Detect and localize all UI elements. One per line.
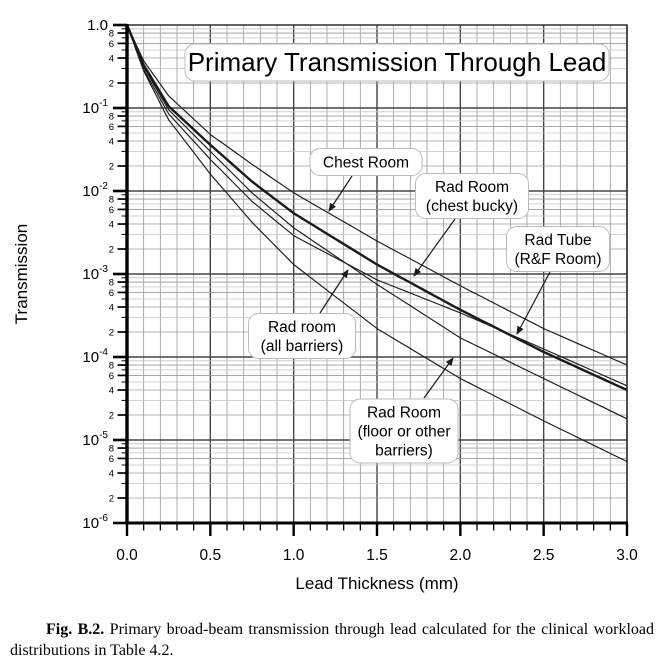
y-minor-label: 6 bbox=[109, 205, 114, 216]
x-tick-label: 1.5 bbox=[366, 547, 388, 564]
y-minor-label: 6 bbox=[109, 122, 114, 133]
callout-text: (R&F Room) bbox=[515, 251, 602, 268]
callout-text: Rad room bbox=[268, 319, 336, 336]
x-tick-label: 2.0 bbox=[450, 547, 472, 564]
callout-box bbox=[506, 226, 610, 272]
y-tick-label: 10-1 bbox=[82, 98, 108, 117]
y-minor-label: 4 bbox=[109, 386, 114, 397]
x-tick-label: 0.0 bbox=[116, 547, 138, 564]
axis-ticks bbox=[113, 23, 629, 536]
callout-text: barriers) bbox=[375, 443, 433, 460]
y-minor-label: 6 bbox=[109, 454, 114, 465]
y-minor-label: 2 bbox=[109, 79, 114, 90]
y-tick-label: 10-6 bbox=[82, 513, 108, 532]
callout-arrow bbox=[319, 269, 349, 314]
callout-box bbox=[248, 313, 356, 359]
y-minor-label: 8 bbox=[109, 444, 114, 455]
y-tick-label: 1.0 bbox=[87, 17, 108, 34]
x-tick-label: 2.5 bbox=[533, 547, 555, 564]
x-axis-title: Lead Thickness (mm) bbox=[295, 574, 458, 593]
callout-text: Rad Room bbox=[367, 405, 441, 422]
callout-arrow bbox=[413, 218, 456, 277]
x-tick-label: 3.0 bbox=[616, 547, 638, 564]
callout-text: (all barriers) bbox=[261, 338, 344, 355]
y-tick-label: 10-3 bbox=[82, 264, 108, 283]
data-curves bbox=[125, 24, 628, 463]
y-minor-label: 8 bbox=[109, 278, 114, 289]
y-minor-label: 2 bbox=[109, 411, 114, 422]
y-tick-label: 10-2 bbox=[82, 181, 108, 200]
curve-rad-room-floor-or-other-barriers bbox=[126, 24, 628, 463]
y-minor-label: 4 bbox=[109, 220, 114, 231]
chart-title: Primary Transmission Through Lead bbox=[188, 47, 607, 77]
callout-arrow bbox=[423, 357, 454, 399]
tick-labels: 0.0 0.5 1.0 1.5 2.0 2.5 3.0 1.0 10-1 10-2 10-3 10-4… bbox=[82, 17, 638, 564]
y-minor-label: 8 bbox=[109, 361, 114, 372]
y-minor-label: 2 bbox=[109, 494, 114, 505]
y-minor-label: 2 bbox=[109, 245, 114, 256]
y-minor-label: 8 bbox=[109, 112, 114, 123]
figure-caption-text: Primary broad-beam transmission through … bbox=[10, 621, 655, 659]
y-minor-label: 2 bbox=[109, 162, 114, 173]
y-minor-label: 2 bbox=[109, 328, 114, 339]
y-minor-label: 4 bbox=[109, 54, 114, 65]
callout-text: Rad Tube bbox=[524, 232, 591, 249]
title-background bbox=[184, 43, 610, 82]
y-minor-label: 6 bbox=[109, 371, 114, 382]
y-tick-label: 10-4 bbox=[82, 347, 108, 366]
transmission-chart: 0.0 0.5 1.0 1.5 2.0 2.5 3.0 1.0 10-1 10-2 10-3 10-4… bbox=[12, 17, 638, 593]
x-tick-label: 0.5 bbox=[200, 547, 222, 564]
y-minor-label: 4 bbox=[109, 137, 114, 148]
curve-rad-room-all-barriers bbox=[126, 24, 628, 420]
y-minor-label: 4 bbox=[109, 303, 114, 314]
y-minor-label: 8 bbox=[109, 29, 114, 40]
callout-text: Rad Room bbox=[435, 179, 509, 196]
callout-box bbox=[349, 398, 459, 464]
callout-text: (chest bucky) bbox=[426, 198, 518, 215]
chart-title-box: Primary Transmission Through Lead bbox=[184, 43, 610, 82]
y-minor-label: 4 bbox=[109, 469, 114, 480]
figure-caption-label: Fig. B.2. bbox=[46, 621, 105, 638]
figure-caption: Fig. B.2. Primary broad-beam transmission… bbox=[10, 619, 654, 661]
callout-text: Chest Room bbox=[323, 155, 409, 172]
callout-box bbox=[415, 173, 529, 219]
y-minor-label: 6 bbox=[109, 288, 114, 299]
callout-text: (floor or other bbox=[357, 424, 450, 441]
y-minor-label: 6 bbox=[109, 39, 114, 50]
callout-arrow bbox=[516, 271, 551, 335]
curve-rad-tube-r-f-room bbox=[126, 24, 628, 387]
y-tick-label: 10-5 bbox=[82, 430, 108, 449]
x-tick-label: 1.0 bbox=[283, 547, 305, 564]
y-minor-label: 8 bbox=[109, 195, 114, 206]
callout-box bbox=[309, 148, 423, 176]
curve-chest-room bbox=[126, 24, 628, 366]
curve-callouts: Chest Room Rad Room (chest bucky) Rad Tube (… bbox=[248, 148, 610, 464]
y-axis-title: Transmission bbox=[12, 224, 31, 324]
callout-arrow bbox=[328, 175, 353, 212]
